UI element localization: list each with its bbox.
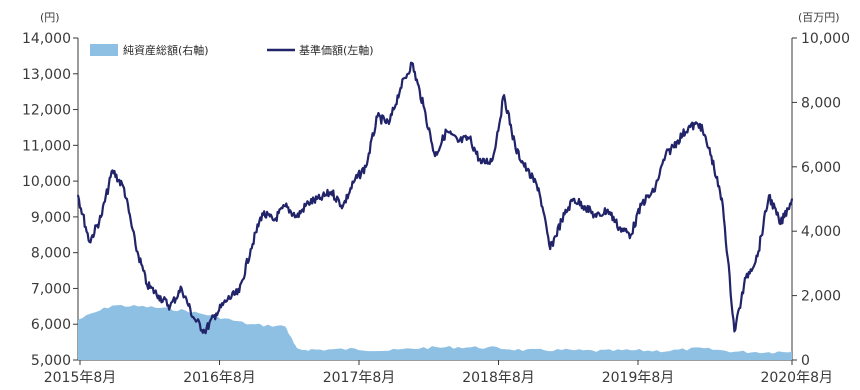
y-right-tick-label: 4,000 xyxy=(801,224,841,240)
nav-point xyxy=(226,298,229,301)
x-tick-label: 2020年8月 xyxy=(760,370,833,386)
nav-point xyxy=(192,316,195,318)
nav-point xyxy=(618,226,621,229)
y-right-tick-label: 6,000 xyxy=(801,160,841,176)
assets-area-layer xyxy=(78,305,792,360)
y-right-tick-label: 10,000 xyxy=(801,31,850,47)
nav-point xyxy=(180,287,183,290)
y-left-tick-label: 12,000 xyxy=(22,103,71,119)
y-left-tick-label: 14,000 xyxy=(22,31,71,47)
nav-point xyxy=(745,276,747,279)
nav-point xyxy=(560,219,563,222)
nav-point xyxy=(88,241,91,243)
nav-point xyxy=(203,330,206,333)
nav-point xyxy=(457,140,459,143)
nav-point xyxy=(595,216,598,218)
y-left-tick-label: 7,000 xyxy=(31,281,71,297)
y-left-tick-label: 6,000 xyxy=(31,317,71,333)
nav-point xyxy=(641,201,644,204)
y-right-tick-label: 8,000 xyxy=(801,95,841,111)
nav-point xyxy=(526,169,528,172)
nav-point xyxy=(388,123,390,125)
nav-point xyxy=(699,123,701,125)
nav-point xyxy=(480,162,482,165)
x-tick-label: 2015年8月 xyxy=(44,370,117,386)
nav-point xyxy=(445,130,448,132)
tick-layer: 5,000 6,000 7,000 8,000 9,000 10,000 11,000 12,… xyxy=(22,31,850,386)
legend-nav-label: 基準価額(左軸) xyxy=(299,43,374,57)
y-left-tick-label: 8,000 xyxy=(31,246,71,262)
left-axis-unit: (円) xyxy=(40,11,60,24)
nav-point xyxy=(342,205,344,208)
nav-point xyxy=(756,255,759,258)
nav-point xyxy=(215,312,218,315)
nav-point xyxy=(514,148,517,150)
nav-point xyxy=(583,205,586,208)
nav-point xyxy=(791,198,793,200)
legend-assets-label: 純資産総額(右軸) xyxy=(123,43,209,57)
nav-point xyxy=(687,126,690,129)
y-left-tick-label: 10,000 xyxy=(22,174,71,190)
nav-point xyxy=(111,169,114,172)
x-tick-label: 2016年8月 xyxy=(183,370,256,386)
x-tick-label: 2017年8月 xyxy=(323,370,396,386)
nav-point xyxy=(272,219,275,222)
nav-point xyxy=(572,198,575,200)
nav-point xyxy=(238,291,241,293)
nav-point xyxy=(169,305,172,308)
nav-point xyxy=(411,62,413,64)
nav-point xyxy=(284,205,287,208)
nav-point xyxy=(146,284,149,286)
nav-point xyxy=(549,248,552,251)
assets-area xyxy=(78,305,792,360)
nav-point xyxy=(434,155,436,158)
nav-point xyxy=(503,94,505,97)
right-axis-unit: (百万円) xyxy=(798,11,840,24)
nav-point xyxy=(779,223,782,225)
nav-point xyxy=(123,187,125,190)
nav-line-layer xyxy=(76,61,794,335)
nav-point xyxy=(295,216,298,218)
nav-point xyxy=(100,216,102,218)
nav-point xyxy=(768,194,770,197)
legend-assets-swatch xyxy=(90,44,118,56)
nav-point xyxy=(307,201,310,204)
nav-point xyxy=(77,194,79,197)
y-right-tick-label: 0 xyxy=(801,353,810,369)
y-left-tick-label: 11,000 xyxy=(22,138,71,154)
nav-point xyxy=(722,205,724,208)
y-left-tick-label: 13,000 xyxy=(22,67,71,83)
nav-point xyxy=(710,155,713,158)
nav-point xyxy=(491,158,494,161)
nav-point xyxy=(422,105,425,107)
x-tick-label: 2019年8月 xyxy=(602,370,675,386)
y-left-tick-label: 9,000 xyxy=(31,210,71,226)
nav-point xyxy=(157,294,160,297)
nav-point xyxy=(399,87,402,89)
nav-point xyxy=(733,330,736,333)
nav-point xyxy=(330,190,333,193)
nav-point xyxy=(261,212,264,215)
nav-line xyxy=(76,61,794,335)
nav-point xyxy=(664,155,667,158)
nav-point xyxy=(376,115,379,118)
nav-point xyxy=(629,233,632,236)
nav-point xyxy=(318,198,321,200)
y-right-tick-label: 2,000 xyxy=(801,289,841,305)
legend: 純資産総額(右軸) 基準価額(左軸) xyxy=(90,43,374,57)
nav-point xyxy=(353,180,356,183)
nav-point xyxy=(675,140,678,143)
x-tick-label: 2018年8月 xyxy=(462,370,535,386)
nav-point xyxy=(249,248,252,251)
nav-point xyxy=(652,190,655,193)
y-left-tick-label: 5,000 xyxy=(31,353,71,369)
nav-point xyxy=(468,137,471,140)
nav-point xyxy=(365,165,367,168)
nav-point xyxy=(537,187,540,190)
nav-point xyxy=(606,208,609,211)
nav-point xyxy=(134,244,137,247)
